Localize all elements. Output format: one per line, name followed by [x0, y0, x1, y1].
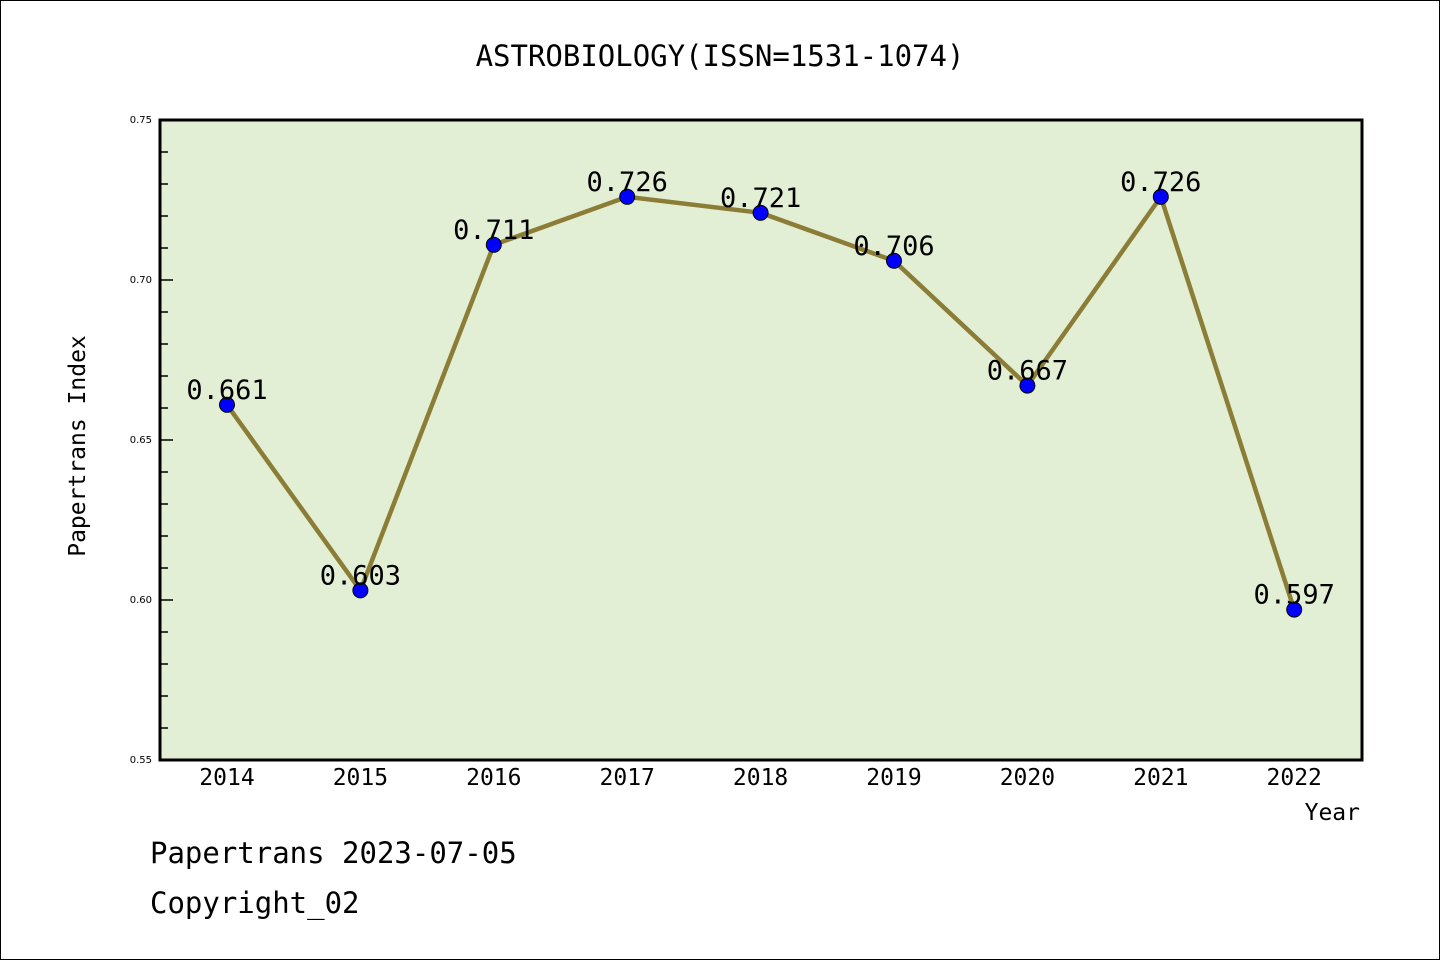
x-axis-label: Year — [1305, 800, 1360, 826]
data-label: 0.661 — [186, 375, 267, 406]
data-point — [352, 582, 369, 599]
x-tick-label: 2017 — [600, 765, 655, 791]
y-axis-label: Papertrans Index — [65, 335, 91, 557]
data-point — [752, 204, 769, 221]
data-point — [1286, 601, 1303, 618]
footer-copyright: Copyright_02 — [150, 886, 360, 920]
y-tick-label: 0.55 — [130, 755, 152, 766]
y-tick-label: 0.65 — [130, 435, 152, 446]
y-tick-label: 0.70 — [130, 275, 152, 286]
data-label: 0.711 — [453, 215, 534, 246]
footer-date: Papertrans 2023-07-05 — [150, 836, 517, 870]
chart-title: ASTROBIOLOGY(ISSN=1531-1074) — [476, 39, 965, 73]
data-label: 0.603 — [320, 560, 401, 591]
x-tick-label: 2021 — [1133, 765, 1188, 791]
x-tick-label: 2019 — [866, 765, 921, 791]
data-label: 0.706 — [853, 231, 934, 262]
x-tick-label: 2015 — [333, 765, 388, 791]
x-tick-label: 2020 — [1000, 765, 1055, 791]
x-tick-label: 2016 — [466, 765, 521, 791]
plot-area — [158, 118, 1364, 762]
data-point — [886, 252, 902, 269]
data-point — [485, 236, 502, 253]
data-label: 0.726 — [587, 167, 668, 198]
data-point — [1019, 377, 1036, 394]
data-label: 0.726 — [1120, 167, 1201, 198]
x-tick-label: 2014 — [199, 765, 254, 791]
y-tick-label: 0.75 — [130, 115, 152, 126]
x-tick-label: 2022 — [1267, 765, 1322, 791]
data-point — [1152, 188, 1169, 205]
data-point — [219, 396, 235, 413]
x-tick-label: 2018 — [733, 765, 788, 791]
data-label: 0.667 — [987, 356, 1068, 387]
data-label: 0.721 — [720, 183, 801, 214]
data-label: 0.597 — [1254, 580, 1335, 611]
y-tick-label: 0.60 — [130, 595, 152, 606]
data-point — [619, 188, 636, 205]
